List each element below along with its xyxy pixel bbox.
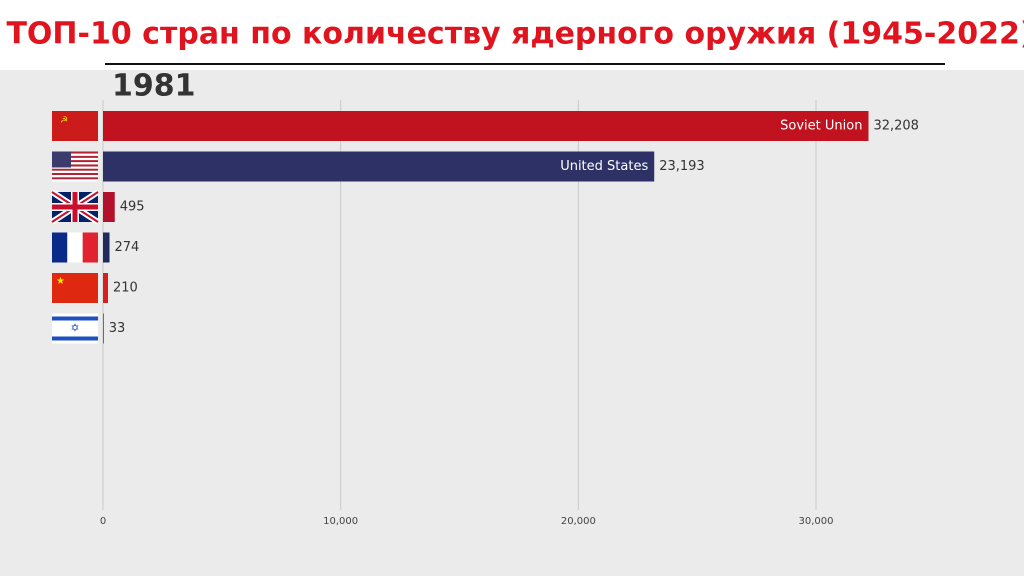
value-label: 23,193 [659, 159, 705, 174]
flag-part [72, 192, 78, 222]
bar-category-label: Soviet Union [780, 119, 862, 134]
bar-category-label: United States [560, 159, 648, 174]
x-tick-label: 10,000 [323, 516, 358, 527]
value-label: 274 [115, 240, 140, 255]
flag-emblem: ☭ [60, 116, 68, 126]
flag-part [52, 273, 98, 303]
value-label: 32,208 [873, 119, 919, 134]
x-tick-label: 20,000 [561, 516, 596, 527]
flag-part [52, 166, 98, 169]
x-tick-label: 0 [100, 516, 106, 527]
flag-emblem: ★ [56, 276, 65, 287]
bar [103, 232, 110, 263]
flag-part [52, 151, 98, 154]
flag-part [52, 153, 98, 156]
flag-part [52, 157, 98, 161]
flag-part [52, 175, 98, 178]
bar [103, 313, 104, 344]
flag-part [52, 232, 68, 263]
flag-part [52, 162, 98, 165]
bar [103, 192, 115, 222]
bar [103, 273, 108, 303]
flag-part [52, 179, 98, 182]
bar [103, 151, 655, 182]
flag-part [52, 172, 98, 176]
year-label: 1981 [112, 69, 196, 104]
flag-part [52, 336, 98, 341]
value-label: 495 [120, 200, 145, 215]
flag-part [52, 155, 98, 158]
flag-part [82, 232, 98, 263]
flag-emblem: ✡ [70, 322, 79, 335]
flag-part [52, 170, 98, 173]
flag-part [52, 160, 98, 163]
flag-part [52, 151, 71, 168]
bar [103, 111, 869, 141]
flag-part [52, 177, 98, 180]
flag-part [52, 111, 98, 141]
chart-title: ТОП-10 стран по количеству ядерного оруж… [6, 17, 1024, 52]
value-label: 33 [109, 321, 126, 336]
flag-part [52, 168, 98, 171]
flag-part [52, 164, 98, 167]
title-band [0, 0, 1024, 70]
flag-part [67, 232, 83, 263]
flags: ☭ ★ ✡ [50, 111, 100, 344]
value-label: 210 [113, 281, 138, 296]
flag-part [52, 316, 98, 321]
x-tick-label: 30,000 [799, 516, 834, 527]
